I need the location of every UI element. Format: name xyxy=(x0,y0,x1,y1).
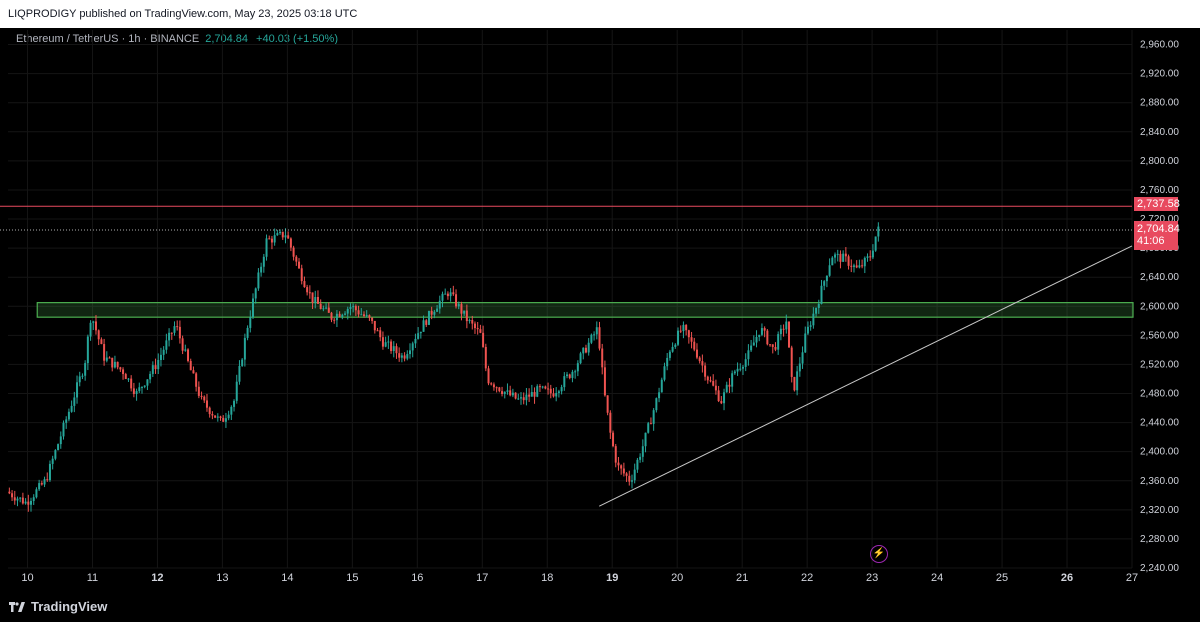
chart-frame[interactable] xyxy=(0,28,1200,594)
price-change: +40.03 (+1.50%) xyxy=(256,33,338,45)
symbol-legend[interactable]: Ethereum / TetherUS · 1h · BINANCE 2,704… xyxy=(16,33,338,45)
current-price-tag: 2,704.84 41:06 xyxy=(1134,221,1180,250)
tradingview-logo[interactable]: TradingView xyxy=(9,599,107,614)
tv-logo-icon xyxy=(9,601,25,612)
resistance-price-tag: 2,737.58 xyxy=(1134,197,1180,211)
publisher-bar: LIQPRODIGY published on TradingView.com,… xyxy=(0,0,1200,28)
footer-bar xyxy=(0,594,1200,622)
symbol-label[interactable]: Ethereum / TetherUS · 1h · BINANCE xyxy=(16,33,200,45)
bar-countdown: 41:06 xyxy=(1137,235,1165,247)
tradingview-brand: TradingView xyxy=(31,599,108,614)
lightning-icon[interactable]: ⚡ xyxy=(870,545,888,563)
publisher-line: LIQPRODIGY published on TradingView.com,… xyxy=(8,8,358,20)
last-price: 2,704.84 xyxy=(205,33,249,45)
current-price-value: 2,704.84 xyxy=(1137,223,1180,235)
